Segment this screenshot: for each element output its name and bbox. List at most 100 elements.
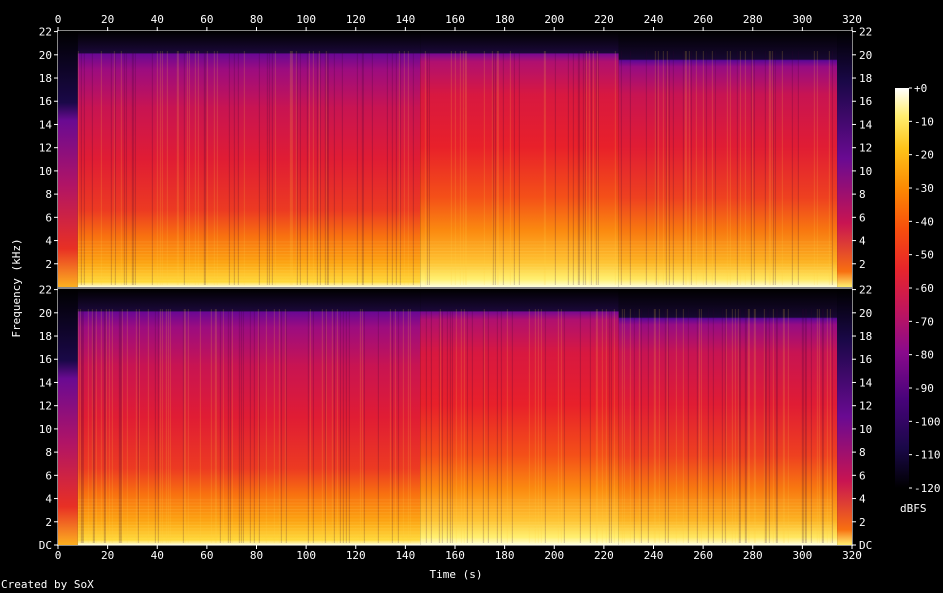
texture-streak <box>371 51 373 285</box>
texture-band <box>77 267 833 268</box>
texture-streak <box>731 309 733 543</box>
texture-streak <box>238 309 240 543</box>
texture-streak <box>494 51 496 285</box>
texture-streak <box>215 309 217 543</box>
texture-band <box>77 247 833 249</box>
segment-5-channel-2 <box>837 289 852 545</box>
texture-streak <box>204 51 206 285</box>
texture-streak <box>621 309 623 543</box>
y-tick-label-left: 6 <box>45 469 52 482</box>
y-tick-label-right: 8 <box>859 188 866 201</box>
texture-streak <box>579 309 581 543</box>
texture-streak <box>327 51 329 285</box>
texture-streak <box>540 309 542 543</box>
channel-1-spectrogram <box>58 31 852 287</box>
x-tick-label-bottom: 260 <box>693 549 713 562</box>
y-tick-label-left: DC <box>39 539 52 552</box>
texture-band <box>77 241 833 243</box>
texture-streak <box>451 309 453 543</box>
texture-streak <box>331 309 333 543</box>
y-tick-label-right: 22 <box>859 284 872 297</box>
texture-streak <box>278 309 280 543</box>
texture-streak <box>765 309 767 543</box>
texture-streak <box>496 51 498 285</box>
texture-streak <box>465 51 467 285</box>
y-tick-label-right: 18 <box>859 330 872 343</box>
texture-streak <box>110 51 112 285</box>
texture-streak <box>82 309 84 543</box>
channel-2-texture <box>77 309 833 543</box>
texture-streak <box>345 309 347 543</box>
texture-streak <box>203 51 205 285</box>
texture-streak <box>412 51 414 285</box>
texture-band <box>77 531 833 533</box>
texture-streak <box>157 309 159 543</box>
y-tick-label-right: DC <box>859 539 872 552</box>
colorbar-title: dBFS <box>900 502 927 515</box>
channel-2-spectrogram <box>58 289 852 545</box>
texture-streak <box>638 309 640 543</box>
texture-streak <box>654 309 656 543</box>
texture-streak <box>135 309 137 543</box>
texture-streak <box>397 309 399 543</box>
texture-streak <box>666 309 668 543</box>
x-tick-label-bottom: 0 <box>55 549 62 562</box>
texture-streak <box>563 309 565 543</box>
texture-streak <box>783 309 785 543</box>
texture-streak <box>231 309 233 543</box>
texture-streak <box>672 51 674 285</box>
y-tick-label-left: 4 <box>45 235 52 248</box>
texture-streak <box>654 51 656 285</box>
texture-streak <box>439 309 441 543</box>
texture-streak <box>705 51 707 285</box>
texture-streak <box>197 51 199 285</box>
x-tick-label-top: 140 <box>395 13 415 26</box>
colorbar-tick-label: -60 <box>914 282 934 295</box>
texture-streak <box>754 309 756 543</box>
segment-4-channel-2 <box>618 289 838 545</box>
texture-streak <box>257 309 259 543</box>
x-tick-label-top: 120 <box>346 13 366 26</box>
texture-band <box>77 270 833 272</box>
texture-streak <box>188 51 190 285</box>
texture-streak <box>623 309 625 543</box>
texture-streak <box>377 309 379 543</box>
y-tick-label-right: 14 <box>859 376 873 389</box>
colorbar-tick-label: -40 <box>914 215 934 228</box>
texture-streak <box>662 51 664 285</box>
texture-streak <box>721 309 723 543</box>
texture-band <box>77 505 833 507</box>
texture-band <box>77 502 833 504</box>
texture-streak <box>362 51 364 285</box>
texture-streak <box>268 51 270 285</box>
texture-streak <box>734 309 736 543</box>
y-tick-label-left: 2 <box>45 258 52 271</box>
texture-streak <box>177 51 179 285</box>
texture-streak <box>572 51 574 285</box>
texture-streak <box>126 309 128 543</box>
texture-streak <box>398 51 400 285</box>
segment-1-channel-2 <box>58 289 78 545</box>
texture-streak <box>339 309 341 543</box>
x-tick-label-bottom: 240 <box>644 549 664 562</box>
texture-streak <box>280 309 282 543</box>
texture-streak <box>595 309 597 543</box>
texture-streak <box>829 309 831 543</box>
x-tick-label-bottom: 20 <box>101 549 114 562</box>
segment-5-channel-1 <box>837 31 852 287</box>
texture-streak <box>459 51 461 285</box>
y-tick-label-right: 20 <box>859 49 872 62</box>
texture-streak <box>118 309 120 543</box>
texture-streak <box>687 309 689 543</box>
channel-1-texture <box>77 51 833 285</box>
texture-streak <box>253 309 255 543</box>
segment-2-channel-1 <box>77 31 421 287</box>
texture-streak <box>537 309 539 543</box>
texture-streak <box>658 309 660 543</box>
texture-streak <box>496 309 498 543</box>
texture-streak <box>613 309 615 543</box>
texture-band <box>77 279 833 281</box>
texture-streak <box>348 309 350 543</box>
texture-streak <box>424 51 426 285</box>
